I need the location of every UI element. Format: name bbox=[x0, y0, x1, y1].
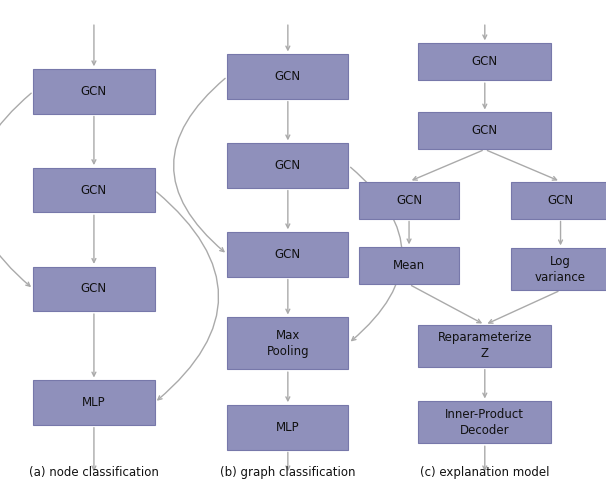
Text: GCN: GCN bbox=[547, 194, 574, 206]
Text: (c) explanation model: (c) explanation model bbox=[420, 466, 550, 479]
Text: GCN: GCN bbox=[81, 85, 107, 98]
Text: Mean: Mean bbox=[393, 259, 425, 272]
FancyBboxPatch shape bbox=[359, 182, 459, 218]
Text: MLP: MLP bbox=[82, 396, 105, 409]
FancyBboxPatch shape bbox=[510, 182, 606, 218]
FancyBboxPatch shape bbox=[227, 318, 348, 370]
FancyBboxPatch shape bbox=[418, 43, 551, 80]
Text: (b) graph classification: (b) graph classification bbox=[220, 466, 356, 479]
Text: MLP: MLP bbox=[276, 421, 299, 434]
FancyBboxPatch shape bbox=[33, 267, 155, 311]
FancyBboxPatch shape bbox=[418, 113, 551, 149]
Text: (a) node classification: (a) node classification bbox=[29, 466, 159, 479]
Text: Log
variance: Log variance bbox=[535, 255, 586, 284]
FancyBboxPatch shape bbox=[33, 168, 155, 212]
Text: GCN: GCN bbox=[471, 124, 498, 137]
Text: GCN: GCN bbox=[471, 55, 498, 68]
FancyBboxPatch shape bbox=[510, 248, 606, 290]
Text: GCN: GCN bbox=[275, 248, 301, 261]
Text: GCN: GCN bbox=[81, 184, 107, 197]
Text: GCN: GCN bbox=[275, 70, 301, 83]
Text: Inner-Product
Decoder: Inner-Product Decoder bbox=[445, 408, 524, 437]
Text: GCN: GCN bbox=[81, 283, 107, 295]
FancyBboxPatch shape bbox=[359, 247, 459, 284]
FancyBboxPatch shape bbox=[227, 54, 348, 99]
FancyBboxPatch shape bbox=[227, 405, 348, 450]
FancyBboxPatch shape bbox=[418, 401, 551, 444]
Text: Reparameterize
Z: Reparameterize Z bbox=[438, 331, 532, 360]
FancyBboxPatch shape bbox=[418, 325, 551, 367]
FancyBboxPatch shape bbox=[227, 232, 348, 277]
Text: Max
Pooling: Max Pooling bbox=[267, 329, 309, 358]
FancyBboxPatch shape bbox=[33, 380, 155, 425]
Text: GCN: GCN bbox=[396, 194, 422, 206]
FancyBboxPatch shape bbox=[33, 69, 155, 114]
FancyBboxPatch shape bbox=[227, 143, 348, 188]
Text: GCN: GCN bbox=[275, 159, 301, 172]
